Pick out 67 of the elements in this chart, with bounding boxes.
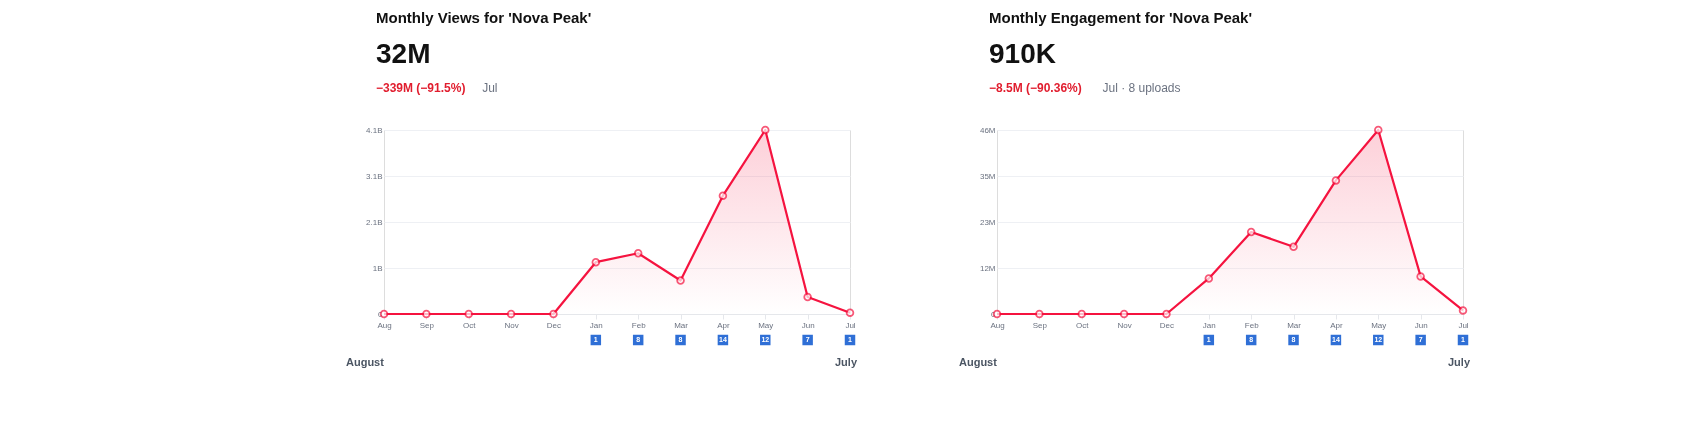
text: −8.5M (−90.36%) [989,81,1082,95]
x-tick-label: Jan [589,320,603,330]
point [761,125,770,135]
x-tick-label: Jan [1202,320,1216,330]
point [718,191,728,200]
text: Jul · 8 uploads [1102,81,1181,95]
y-tick-label: 2.1B [366,217,383,227]
point [422,309,431,319]
y-tick-label: 46M [979,125,996,135]
chart-title: Monthly Engagement for 'Nova Peak' [989,9,1253,26]
y-tick-label: 35M [979,171,996,181]
x-tick-label: Feb [631,320,647,330]
x-tick-label: Oct [1076,320,1090,330]
y-tick-label: 1B [372,263,383,273]
x-tick-label: Jul [845,320,856,330]
text: July [1447,356,1471,368]
point [1416,272,1425,281]
x-tick-label: Dec [1159,320,1175,330]
x-tick-label: Aug [377,320,392,330]
point [1162,309,1171,319]
point [803,292,812,302]
text: July [834,356,858,368]
x-tick-label: Aug [990,320,1005,330]
point [1077,309,1086,319]
x-tick-label: Jun [1414,320,1428,330]
point [676,276,685,285]
point [591,257,601,267]
text: Jul [482,81,498,95]
point [1246,227,1256,237]
x-tick-label: Mar [1287,320,1302,330]
point [633,249,643,258]
x-tick-label: May [758,320,774,330]
x-tick-label: May [1371,320,1387,330]
point [1119,309,1129,319]
y-tick-label: 0 [378,309,384,319]
point [506,309,516,319]
point [464,309,473,319]
x-tick-label: Apr [1330,320,1343,330]
text: August [346,356,385,368]
point [1331,176,1341,185]
x-tick-label: Feb [1244,320,1260,330]
x-tick-label: Nov [504,320,519,330]
point [1035,309,1044,319]
x-tick-label: Sep [1032,320,1048,330]
point [549,309,558,319]
x-tick-label: Apr [717,320,730,330]
x-tick-label: Mar [674,320,689,330]
chart-subtitle: 910K [989,38,1056,69]
x-tick-label: Dec [546,320,562,330]
chart-title: Monthly Views for 'Nova Peak' [376,9,592,26]
chart-subtitle: 32M [376,38,431,69]
x-tick-label: Oct [463,320,477,330]
y-tick-label: 0 [991,309,997,319]
text: August [959,356,998,368]
point [1374,125,1383,135]
point [1289,242,1298,252]
text: −339M (−91.5%) [376,81,466,95]
x-tick-label: Jul [1458,320,1469,330]
x-tick-label: Nov [1117,320,1132,330]
x-tick-label: Sep [419,320,435,330]
x-tick-label: Jun [801,320,815,330]
y-tick-label: 12M [979,263,996,273]
y-tick-label: 23M [979,217,996,227]
point [1204,274,1214,283]
point [1458,306,1468,315]
y-tick-label: 4.1B [366,125,383,135]
y-tick-label: 3.1B [366,171,383,181]
